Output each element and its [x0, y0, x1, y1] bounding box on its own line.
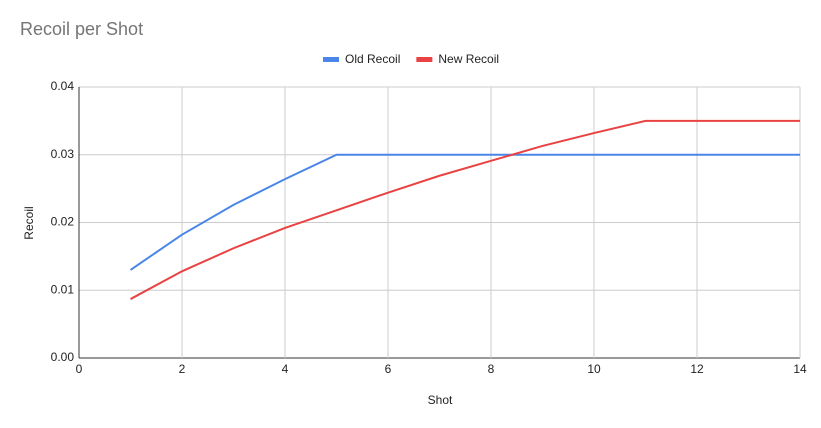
x-tick-label: 0	[76, 362, 83, 376]
y-tick-label: 0.03	[51, 147, 75, 161]
x-tick-label: 4	[282, 362, 289, 376]
legend-swatch	[323, 57, 339, 62]
legend-label: New Recoil	[438, 52, 499, 66]
y-axis-title: Recoil	[22, 206, 36, 239]
y-tick-label: 0.01	[51, 282, 75, 296]
chart-title: Recoil per Shot	[20, 19, 143, 39]
x-tick-label: 12	[690, 362, 704, 376]
legend-label: Old Recoil	[345, 52, 400, 66]
y-tick-label: 0.04	[51, 79, 75, 93]
y-tick-label: 0.02	[51, 215, 75, 229]
legend-swatch	[416, 57, 433, 62]
series-line	[129, 153, 800, 271]
y-tick-label: 0.00	[51, 350, 75, 364]
x-axis-title: Shot	[428, 393, 453, 407]
x-tick-label: 2	[179, 362, 186, 376]
series-line	[130, 119, 800, 300]
x-tick-label: 14	[793, 362, 807, 376]
x-tick-label: 6	[385, 362, 392, 376]
x-tick-label: 8	[488, 362, 495, 376]
x-tick-label: 10	[587, 362, 601, 376]
